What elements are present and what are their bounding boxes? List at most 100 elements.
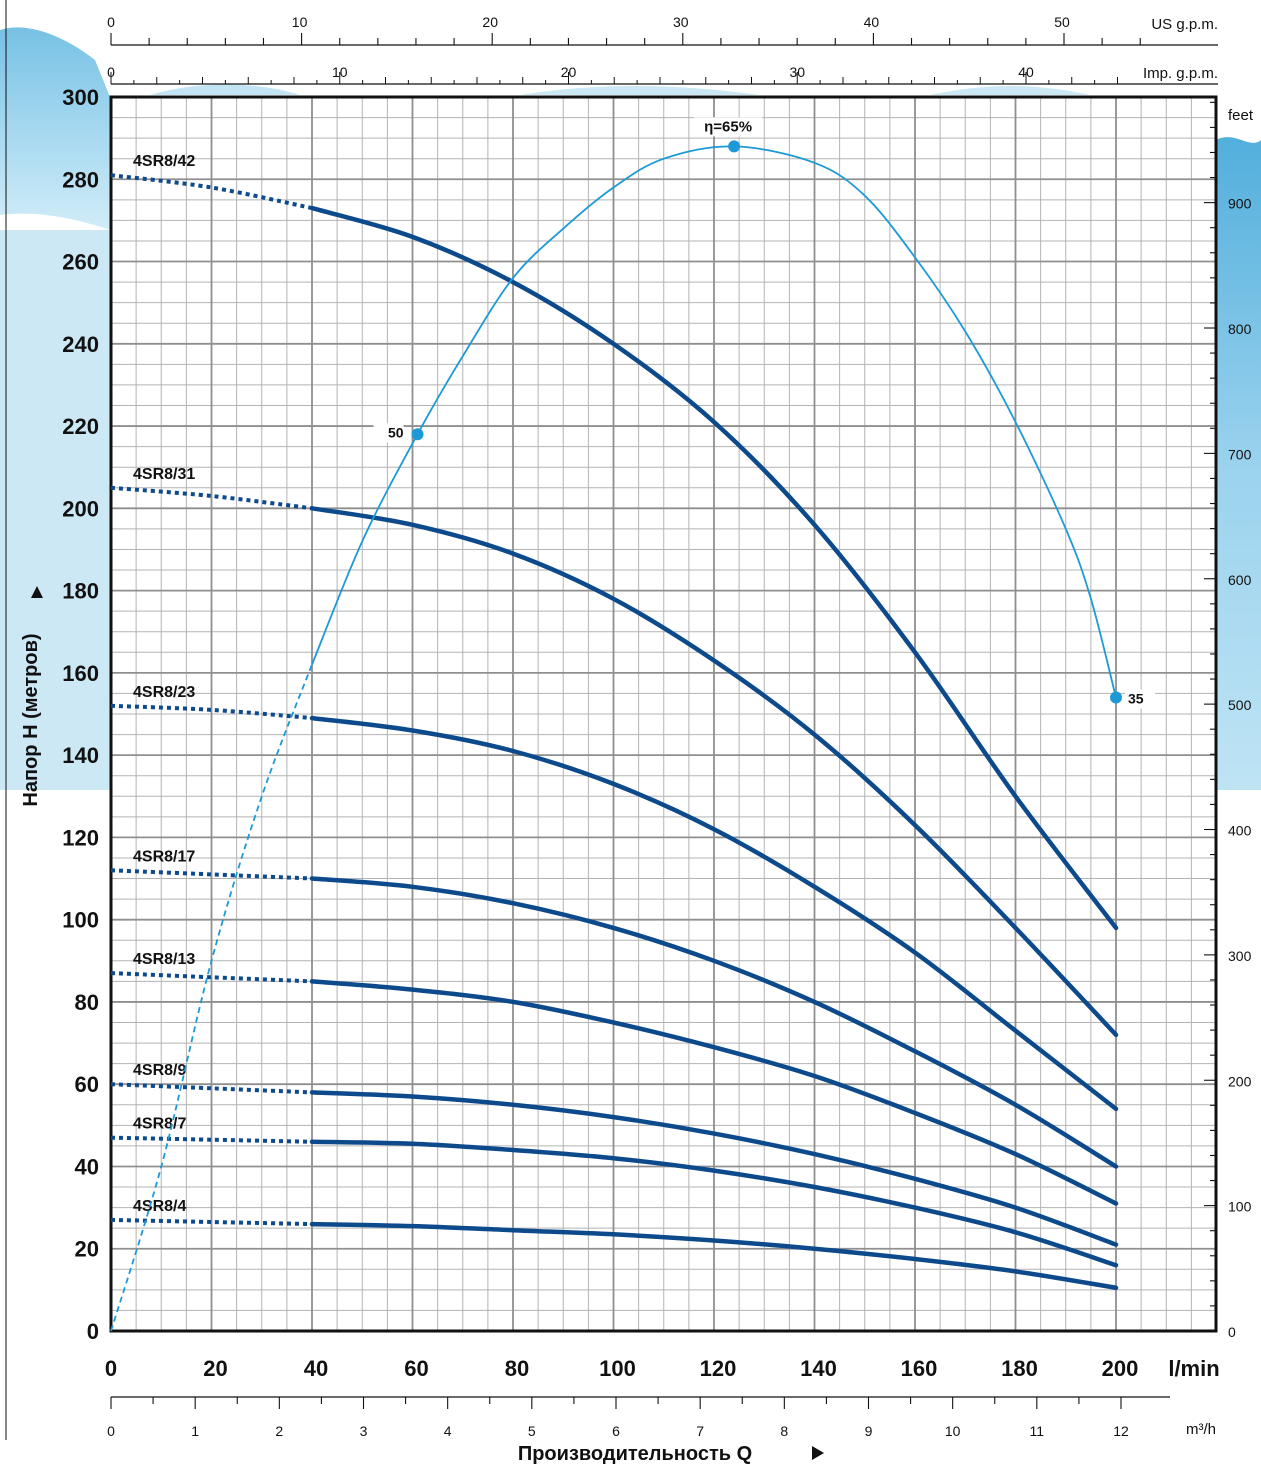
usgpm-tick-label: 30	[673, 14, 689, 30]
x-tick-label: 20	[203, 1356, 227, 1381]
series-label: 4SR8/42	[133, 153, 195, 170]
y-tick-label: 260	[62, 250, 99, 275]
series-curve-dotted	[110, 1135, 313, 1144]
x-axis-arrow-icon	[812, 1446, 824, 1460]
y-axis-title: Напор H (метров)	[20, 633, 42, 806]
series-curve-dotted	[110, 1082, 313, 1095]
feet-tick-label: 400	[1228, 823, 1252, 839]
x-tick-label: 40	[304, 1356, 328, 1381]
usgpm-tick-label: 50	[1054, 14, 1070, 30]
series-label: 4SR8/17	[133, 848, 195, 865]
m3h-tick-label: 12	[1113, 1423, 1129, 1439]
x-tick-label: 80	[505, 1356, 529, 1381]
series-label: 4SR8/31	[133, 466, 195, 483]
usgpm-axis-unit: US g.p.m.	[1151, 16, 1218, 33]
series-curve	[309, 979, 1119, 1206]
feet-tick-label: 300	[1228, 948, 1252, 964]
x-tick-label: 0	[105, 1356, 117, 1381]
m3h-tick-label: 6	[612, 1423, 620, 1439]
x-tick-label: 200	[1102, 1356, 1139, 1381]
series-curve-dotted	[110, 971, 313, 984]
m3h-tick-label: 7	[696, 1423, 704, 1439]
efficiency-label-bg	[373, 423, 404, 443]
m3h-tick-label: 1	[191, 1423, 199, 1439]
y-tick-label: 220	[62, 414, 99, 439]
y-tick-label: 20	[75, 1237, 99, 1262]
series-curve-dotted	[110, 703, 313, 721]
series-curve	[309, 506, 1119, 1038]
y-tick-label: 180	[62, 579, 99, 604]
series-label: 4SR8/7	[133, 1116, 186, 1133]
m3h-tick-label: 11	[1030, 1423, 1045, 1439]
grid	[109, 95, 1218, 1333]
y-tick-label: 40	[75, 1154, 99, 1179]
series-4SR8/13: 4SR8/13	[110, 951, 1119, 1206]
x-axis-title: Производительность Q	[518, 1443, 752, 1465]
x-axis-unit: l/min	[1168, 1356, 1219, 1381]
impgpm-tick-label: 40	[1018, 64, 1034, 80]
x-tick-label: 60	[404, 1356, 428, 1381]
m3h-tick-label: 10	[945, 1423, 961, 1439]
axes: 0204060801001201401601802002202402602803…	[20, 14, 1254, 1465]
series-label: 4SR8/13	[133, 951, 195, 968]
water-wave-top-3	[930, 85, 1090, 95]
series-4SR8/31: 4SR8/31	[110, 466, 1119, 1038]
m3h-tick-label: 0	[107, 1423, 115, 1439]
series-curve	[309, 876, 1119, 1169]
y-tick-label: 120	[62, 825, 99, 850]
efficiency-label: 35	[1128, 691, 1144, 707]
impgpm-tick-label: 0	[107, 64, 115, 80]
y-tick-label: 140	[62, 743, 99, 768]
usgpm-tick-label: 20	[482, 14, 498, 30]
y-axis-arrow-icon	[31, 586, 43, 598]
impgpm-tick-label: 20	[561, 64, 577, 80]
series-curve-dotted	[110, 1217, 313, 1227]
series-4SR8/23: 4SR8/23	[110, 684, 1119, 1112]
water-band-left	[0, 230, 111, 790]
impgpm-tick-label: 10	[332, 64, 348, 80]
m3h-tick-label: 8	[780, 1423, 788, 1439]
feet-tick-label: 0	[1228, 1324, 1236, 1340]
efficiency-label-bg	[694, 117, 763, 137]
feet-tick-label: 500	[1228, 697, 1252, 713]
series-label: 4SR8/4	[133, 1198, 186, 1215]
efficiency-point	[1110, 691, 1122, 704]
series-4SR8/42: 4SR8/42	[110, 153, 1119, 931]
efficiency-point	[728, 140, 741, 153]
m3h-tick-label: 5	[528, 1423, 536, 1439]
water-background-decor	[0, 0, 1261, 1440]
efficiency-point	[411, 428, 424, 441]
feet-tick-label: 600	[1228, 572, 1252, 588]
efficiency-label-bg	[1125, 689, 1155, 709]
series-curve	[309, 1221, 1119, 1291]
water-splash-left	[0, 27, 110, 231]
series-4SR8/4: 4SR8/4	[110, 1198, 1119, 1291]
series-curve	[309, 205, 1119, 931]
series-layer: 4SR8/42 4SR8/31 4SR8/23 4SR8/17 4SR8/13 4SR8/…	[110, 153, 1119, 1291]
impgpm-tick-label: 30	[789, 64, 805, 80]
feet-tick-label: 800	[1228, 321, 1252, 337]
x-tick-label: 100	[599, 1356, 636, 1381]
efficiency-label: 50	[388, 424, 404, 440]
water-wave-top-1	[150, 84, 300, 95]
series-4SR8/9: 4SR8/9	[110, 1062, 1119, 1247]
efficiency-layer: 50 η=65% 35	[110, 117, 1155, 1332]
series-curve	[309, 1090, 1119, 1247]
y-tick-label: 100	[62, 908, 99, 933]
water-band-right	[1216, 137, 1261, 790]
feet-tick-label: 700	[1228, 446, 1252, 462]
x-tick-label: 140	[800, 1356, 837, 1381]
series-label: 4SR8/9	[133, 1062, 186, 1079]
usgpm-tick-label: 0	[107, 14, 115, 30]
impgpm-axis-unit: Imp. g.p.m.	[1143, 65, 1218, 82]
x-tick-label: 120	[700, 1356, 737, 1381]
y-tick-label: 0	[87, 1319, 99, 1344]
series-curve-dotted	[110, 485, 313, 511]
feet-tick-label: 900	[1228, 196, 1252, 212]
m3h-tick-label: 4	[444, 1423, 452, 1439]
y-tick-label: 300	[62, 85, 99, 110]
series-4SR8/17: 4SR8/17	[110, 848, 1119, 1169]
y-tick-label: 240	[62, 332, 99, 357]
